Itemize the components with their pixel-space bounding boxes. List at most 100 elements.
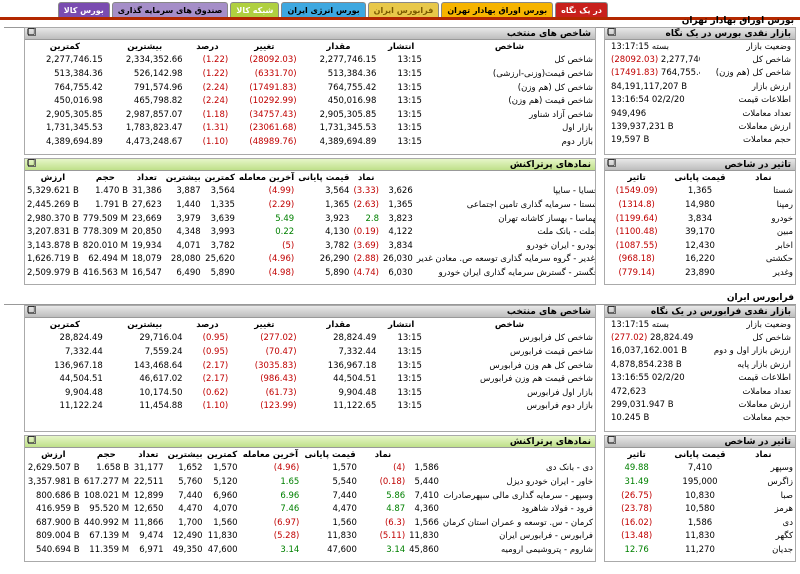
impact-cell: 10,580: [685, 504, 715, 515]
collapse-icon[interactable]: ▢: [606, 305, 616, 315]
market-row: 472,623 تعداد معاملات: [605, 385, 795, 398]
collapse-icon[interactable]: ▢: [26, 305, 36, 315]
indices-cell: 1,783,823.47: [125, 123, 183, 134]
popular-cell: 3,207.831 B: [27, 227, 79, 238]
market-value: 16,037,162.001 B: [611, 346, 688, 357]
collapse-icon[interactable]: ▢: [606, 27, 616, 37]
popular-row[interactable]: 3,143.878 B 820.010 M 19,934 4,071 3,782 (5) 3…: [25, 239, 595, 253]
indices-cell: 465,798.82: [133, 96, 183, 107]
indices-cell: 44,504.51: [333, 374, 377, 385]
popular-col-header: تعداد: [138, 449, 159, 460]
indices-cell: (0.95): [202, 346, 229, 357]
tab-3[interactable]: بورس انرژی ایران: [281, 2, 366, 17]
market-row: 4,878,854.238 B ارزش بازار پایه: [605, 358, 795, 371]
popular-row[interactable]: 3,357.981 B 617.277 M 22,511 5,760 5,120 1.65…: [25, 475, 595, 489]
popular-row[interactable]: 2,445.269 B 1.791 B 27,623 1,440 1,335 (2.29)…: [25, 198, 595, 212]
indices-cell: (28092.03): [249, 55, 297, 66]
indices-row[interactable]: 2,277,746.15 2,334,352.66 (1.22) (28092.03)…: [25, 54, 595, 68]
popular-cell: 3,357.981 B: [27, 476, 80, 487]
indices-row[interactable]: 513,384.36 526,142.98 (1.22) (6331.70) 513,3…: [25, 67, 595, 81]
indices-cell: 9,904.48: [338, 387, 377, 398]
impact-row[interactable]: (968.18) 16,220 حکشتی: [605, 253, 795, 267]
market-row: (28092.03) 2,277,746.15 شاخص کل: [605, 53, 795, 66]
indices-cell: 11,454.88: [139, 401, 183, 412]
popular-row[interactable]: 540.694 B 11.359 M 6,971 49,350 47,600 3.14 47…: [25, 543, 595, 557]
tab-1[interactable]: بورس اوراق بهادار تهران: [441, 2, 554, 17]
popular-row[interactable]: 416.959 B 95.520 M 12,650 4,470 4,070 7.46 4,4…: [25, 502, 595, 516]
popular-row[interactable]: 1,626.719 B 62.494 M 18,079 28,080 25,620 (4.…: [25, 253, 595, 267]
indices-row[interactable]: 136,967.18 143,468.64 (2.17) (3035.83) 136,9…: [25, 359, 595, 373]
popular-row[interactable]: 809.004 B 67.139 M 9,474 12,490 11,830 (5.28)…: [25, 530, 595, 544]
indices-row[interactable]: 11,122.24 11,454.88 (1.10) (123.99) 11,122.6…: [25, 400, 595, 414]
impact-row[interactable]: (1549.09) 1,365 شستا: [605, 185, 795, 199]
impact-row[interactable]: (1199.64) 3,834 خودرو: [605, 212, 795, 226]
impact-cell: (16.02): [621, 517, 653, 528]
tse-impact-header-label: تاثیر در شاخص: [724, 160, 791, 170]
indices-cell: (1.31): [202, 123, 229, 134]
indices-cell: (2.17): [202, 360, 229, 371]
popular-cell: 3,782: [210, 240, 235, 251]
popular-cell: (4.98): [268, 267, 295, 278]
popular-cell: 27,623: [131, 199, 162, 210]
impact-row[interactable]: (13.48) 11,830 کگهر: [605, 530, 795, 544]
indices-row[interactable]: 450,016.98 465,798.82 (2.24) (10292.99) 450,…: [25, 94, 595, 108]
popular-cell: 47,600: [207, 544, 238, 555]
impact-row[interactable]: (779.14) 23,890 وغدیر: [605, 266, 795, 280]
collapse-icon[interactable]: ▢: [26, 27, 36, 37]
collapse-icon[interactable]: ▢: [606, 435, 616, 445]
market-value: 10.245 B: [611, 413, 650, 424]
popular-cell: 16,547: [131, 267, 162, 278]
popular-cell: (3.33): [353, 186, 379, 197]
impact-cell: 23,890: [685, 267, 715, 278]
tab-0[interactable]: در یک نگاه: [555, 2, 608, 17]
impact-row[interactable]: (1100.48) 39,170 مبین: [605, 225, 795, 239]
indices-cell: 7,332.44: [64, 346, 103, 357]
collapse-icon[interactable]: ▢: [26, 158, 36, 168]
popular-row[interactable]: 5,329.621 B 1.470 B 31,386 3,887 3,564 (4.99)…: [25, 185, 595, 199]
collapse-icon[interactable]: ▢: [606, 158, 616, 168]
popular-row[interactable]: 3,207.831 B 778.309 M 20,850 4,348 3,993 0.22…: [25, 225, 595, 239]
popular-cell: 3,143.878 B: [27, 240, 79, 251]
impact-row[interactable]: 31.49 195,000 زاگرس: [605, 475, 795, 489]
tab-6[interactable]: بورس کالا: [57, 2, 110, 17]
indices-cell: 13:15: [397, 55, 422, 66]
popular-row[interactable]: 800.686 B 108.021 M 12,899 7,440 6,960 6.96 7,…: [25, 489, 595, 503]
indices-row[interactable]: 7,332.44 7,559.24 (0.95) (70.47) 7,332.44 13:…: [25, 345, 595, 359]
indices-row[interactable]: 44,504.51 46,617.02 (2.17) (986.43) 44,504.5…: [25, 372, 595, 386]
impact-row[interactable]: (1314.8) 14,980 رمپنا: [605, 198, 795, 212]
impact-row[interactable]: 12.76 11,270 جدیان: [605, 543, 795, 557]
tab-4[interactable]: شبکه کالا: [230, 2, 280, 17]
impact-row[interactable]: (1087.55) 12,430 اخابر: [605, 239, 795, 253]
tab-2[interactable]: فرابورس ایران: [367, 2, 440, 17]
indices-row[interactable]: 1,731,345.53 1,783,823.47 (1.31) (23061.68)…: [25, 122, 595, 136]
indices-cell: (34757.43): [249, 109, 297, 120]
popular-header-row: ارزش حجم تعداد بیشترین کمترین آخرین معامله قیم…: [25, 171, 595, 185]
popular-cell: 11,830: [409, 531, 439, 542]
indices-cell: 513,384.36: [327, 68, 377, 79]
ifb-popular-table: ارزش حجم تعداد بیشترین کمترین آخرین معامله قیم…: [25, 448, 595, 557]
tab-5[interactable]: صندوق های سرمایه گذاری: [111, 2, 229, 17]
indices-row[interactable]: 764,755.42 791,574.96 (2.24) (17491.83) 764,…: [25, 81, 595, 95]
market-label: اطلاعات قیمت: [738, 373, 791, 384]
popular-header-row: ارزش حجم تعداد بیشترین کمترین آخرین معامله قیم…: [25, 448, 595, 462]
collapse-icon[interactable]: ▢: [26, 435, 36, 445]
impact-row[interactable]: 49.88 7,410 وسپهر: [605, 462, 795, 476]
popular-col-header: قیمت پایانی: [304, 449, 356, 460]
popular-cell: (5): [282, 240, 295, 251]
indices-row[interactable]: 4,389,694.89 4,473,248.67 (1.10) (48989.76)…: [25, 135, 595, 149]
impact-row[interactable]: (26.75) 10,830 صبا: [605, 489, 795, 503]
tse-popular-panel: نمادهای پرتراکنش ▢ ارزش حجم تعداد بیشترین کمت…: [24, 158, 596, 285]
indices-row[interactable]: 9,904.48 10,174.50 (0.62) (61.73) 9,904.48 13…: [25, 386, 595, 400]
popular-cell: 12,490: [172, 531, 203, 542]
popular-row[interactable]: 687.900 B 440.992 M 11,866 1,700 1,560 (6.97)…: [25, 516, 595, 530]
popular-row[interactable]: 2,629.507 B 1.658 B 31,177 1,652 1,570 (4.96)…: [25, 462, 595, 476]
impact-row[interactable]: (23.78) 10,580 هرمز: [605, 502, 795, 516]
market-value: 299,031.947 B: [611, 400, 674, 411]
popular-cell: 1,335: [210, 199, 235, 210]
popular-row[interactable]: 2,980.370 B 779.509 M 23,669 3,979 3,639 5.49…: [25, 212, 595, 226]
popular-row[interactable]: 2,509.979 B 416.563 M 16,547 6,490 5,890 (4.9…: [25, 266, 595, 280]
indices-row[interactable]: 28,824.49 29,716.04 (0.95) (277.02) 28,824.4…: [25, 332, 595, 346]
indices-row[interactable]: 2,905,305.85 2,987,857.07 (1.18) (34757.43)…: [25, 108, 595, 122]
market-row: 10.245 B حجم معاملات: [605, 412, 795, 425]
impact-row[interactable]: (16.02) 1,586 دی: [605, 516, 795, 530]
